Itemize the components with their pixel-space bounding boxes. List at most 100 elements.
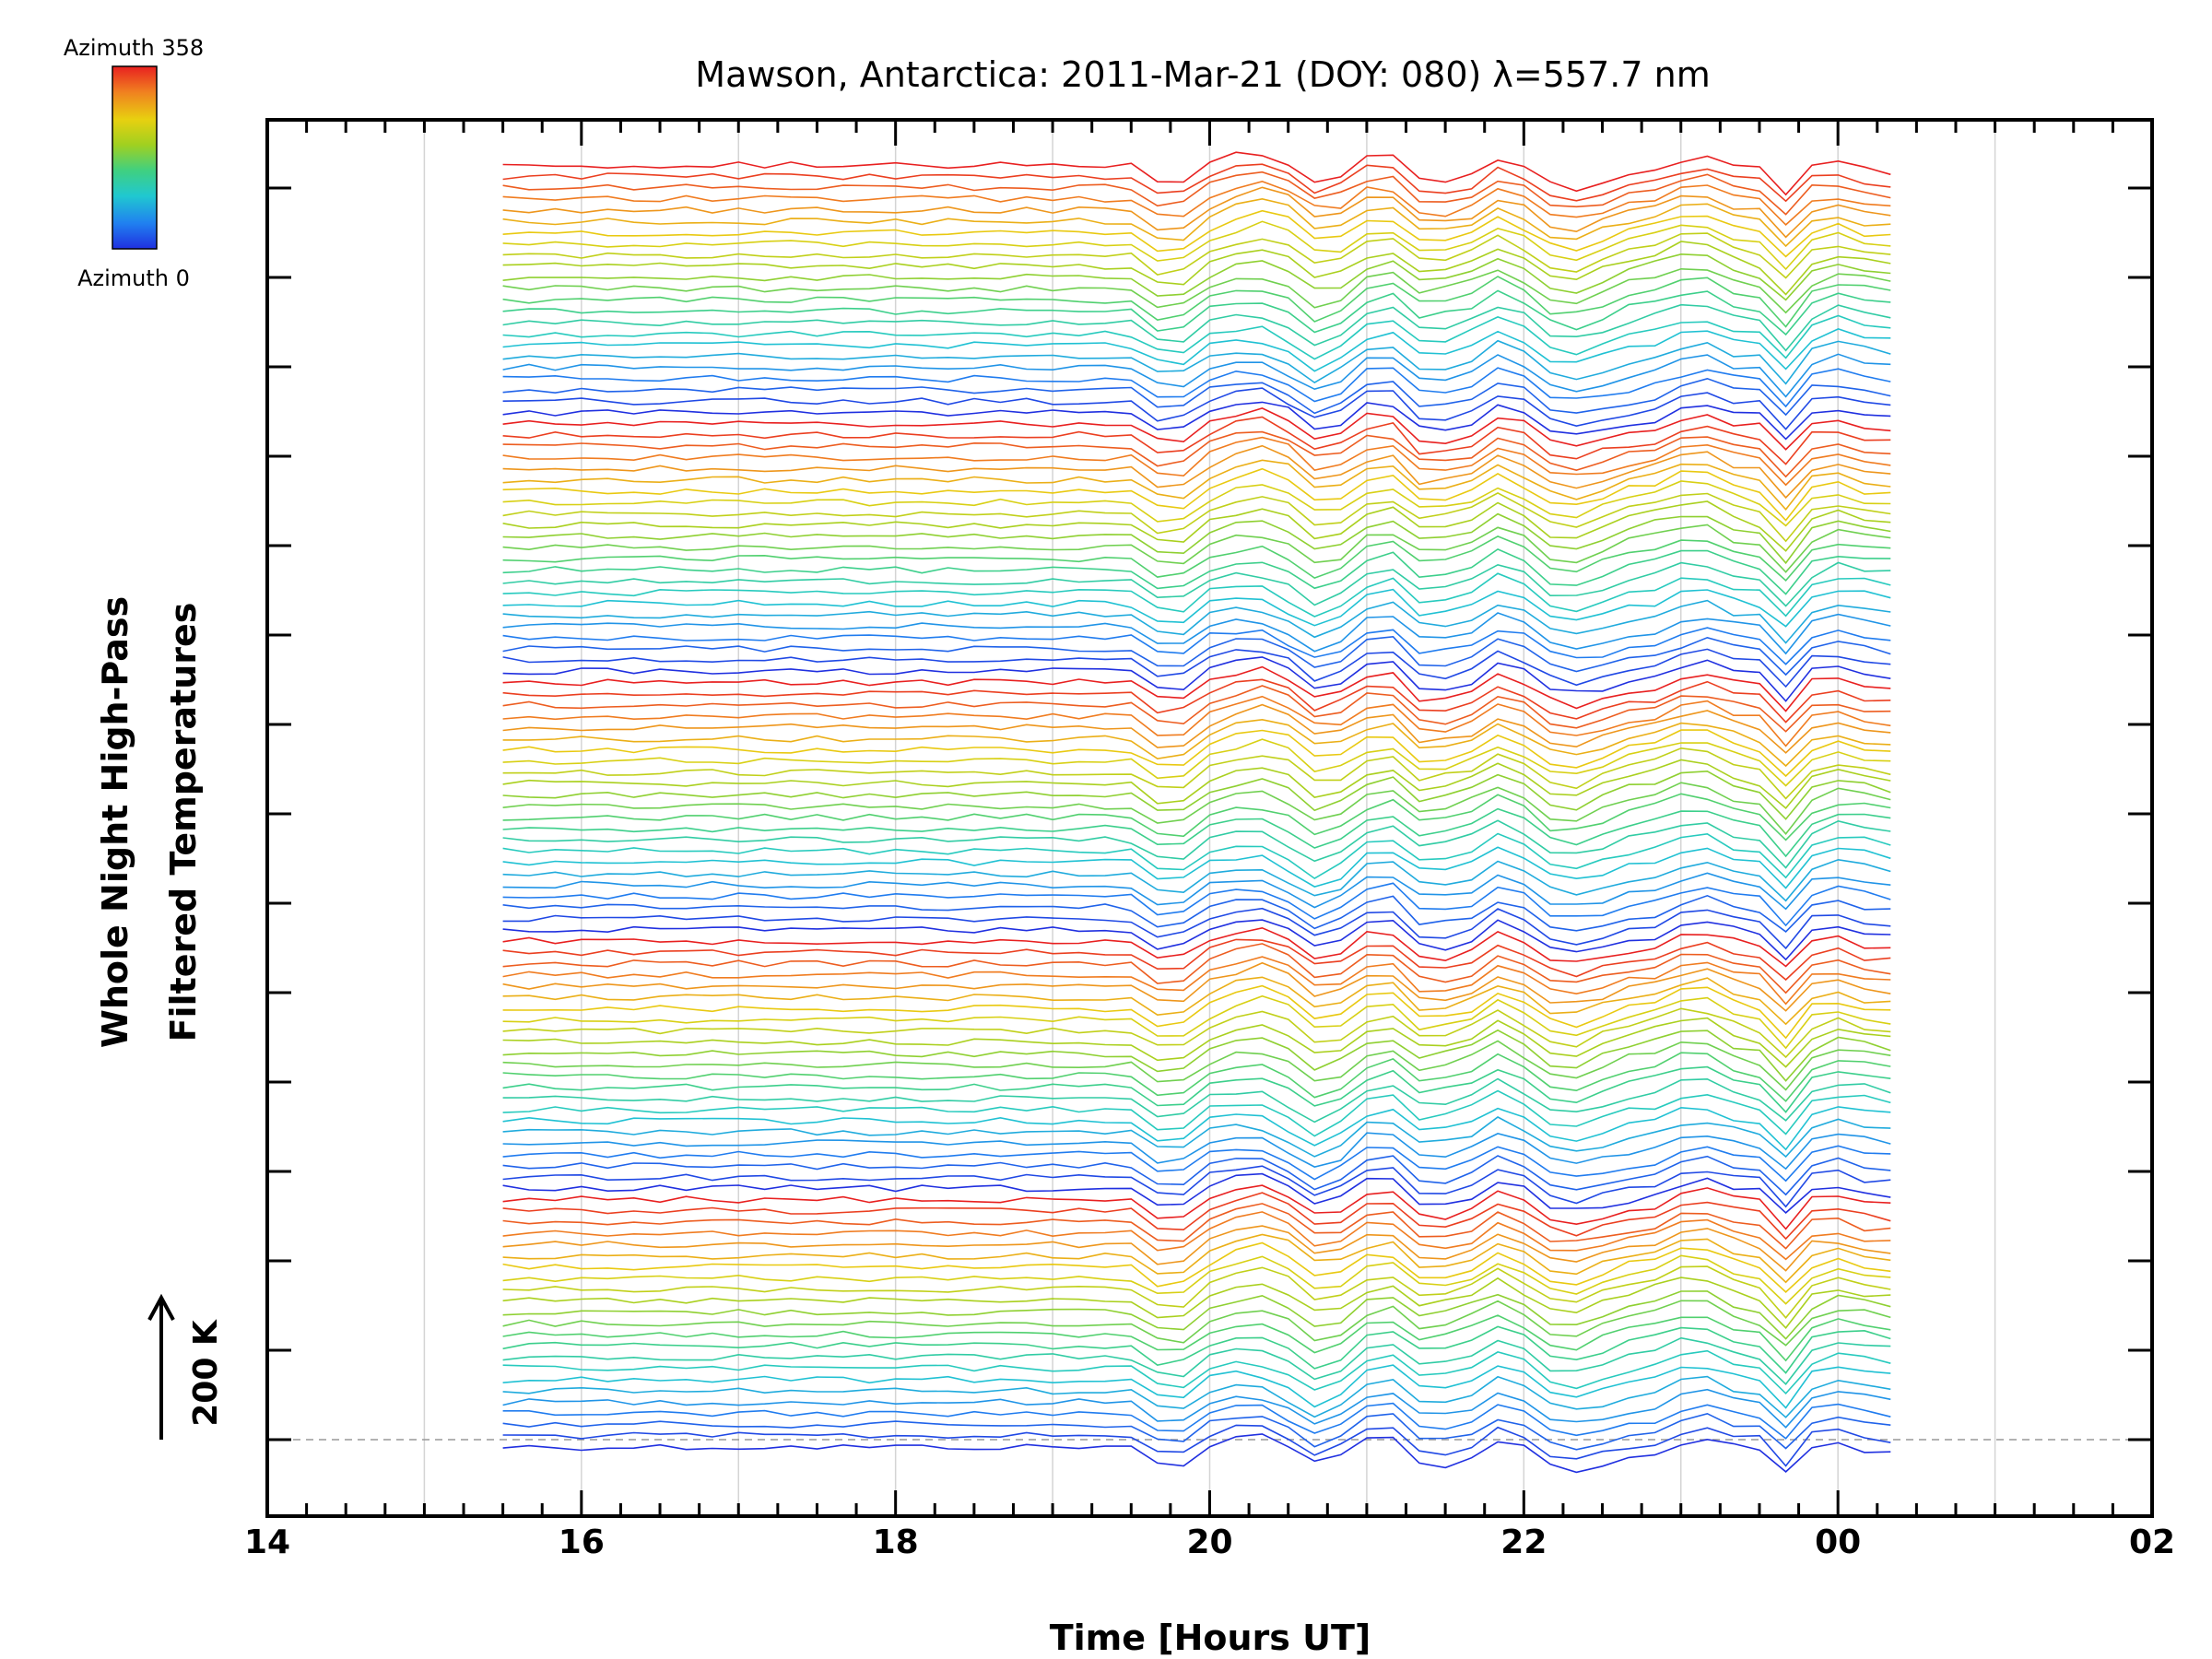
temperature-trace: [502, 882, 1891, 927]
temperature-trace: [502, 782, 1891, 836]
x-tick-label-18: 18: [873, 1524, 919, 1561]
temperature-trace: [502, 695, 1891, 747]
temperature-trace: [502, 197, 1891, 248]
y-axis-label-line2: Filtered Temperatures: [163, 603, 204, 1042]
temperature-trace: [502, 220, 1891, 271]
temperature-trace: [502, 387, 1891, 430]
temperature-trace: [502, 289, 1891, 336]
temperature-trace: [502, 678, 1891, 724]
temperature-trace: [502, 181, 1891, 227]
colorbar-top-label: Azimuth 358: [64, 35, 204, 61]
axis-ticks: [265, 120, 2154, 1516]
temperature-trace: [502, 1233, 1891, 1284]
temperature-trace: [502, 1017, 1891, 1068]
temperature-trace: [502, 718, 1891, 768]
temperature-trace: [502, 832, 1891, 880]
temperature-trace: [502, 747, 1891, 800]
temperature-trace: [502, 151, 1891, 196]
temperature-trace: [502, 1132, 1891, 1171]
temperature-trace: [502, 1040, 1891, 1091]
temperature-trace: [502, 627, 1891, 665]
x-tick-label-02: 02: [2129, 1524, 2175, 1561]
y-axis-label-line1: Whole Night High-Pass: [95, 596, 135, 1048]
temperature-trace: [502, 339, 1891, 385]
temperature-trace: [502, 186, 1891, 239]
temperature-trace: [502, 1300, 1891, 1347]
temperature-trace: [502, 547, 1891, 595]
temperature-trace: [502, 1388, 1891, 1429]
temperature-trace: [502, 524, 1891, 573]
temperature-trace: [502, 759, 1891, 810]
temperature-trace: [502, 1165, 1891, 1208]
temperature-trace: [502, 894, 1891, 933]
colorbar-legend: Azimuth 358 Azimuth 0: [64, 35, 204, 291]
temperature-trace: [502, 846, 1891, 889]
temperature-trace: [502, 1265, 1891, 1320]
temperature-trace: [502, 956, 1891, 1006]
temperature-trace: [502, 163, 1891, 203]
temperature-trace: [502, 943, 1891, 994]
temperature-trace: [502, 1065, 1891, 1113]
temperature-trace: [502, 444, 1891, 500]
temperature-trace: [502, 1225, 1891, 1272]
temperature-trace: [502, 907, 1891, 950]
temperature-trace: [502, 1241, 1891, 1293]
x-tick-labels: 14 16 18 20 22 00 02: [244, 1524, 2175, 1561]
x-tick-label-20: 20: [1186, 1524, 1232, 1561]
temperature-trace: [502, 770, 1891, 820]
temperature-trace: [502, 1007, 1891, 1059]
temperature-trace: [502, 1172, 1891, 1214]
temperature-trace: [502, 209, 1891, 258]
temperature-trace: [502, 430, 1891, 478]
temperature-traces: [502, 151, 1891, 1474]
temperature-trace: [502, 819, 1891, 869]
temperature-trace: [502, 612, 1891, 655]
temperature-trace: [502, 807, 1891, 858]
temperature-trace: [502, 377, 1891, 417]
temperature-trace: [502, 171, 1891, 216]
temperature-trace: [502, 1375, 1891, 1418]
temperature-trace: [502, 1077, 1891, 1124]
temperature-trace: [502, 1106, 1891, 1151]
temperature-trace: [502, 872, 1891, 911]
temperature-trace: [502, 635, 1891, 677]
temperature-trace: [502, 926, 1891, 968]
temperature-trace: [502, 535, 1891, 582]
temperature-trace: [502, 1145, 1891, 1182]
temperature-trace: [502, 1336, 1891, 1385]
temperature-trace: [502, 599, 1891, 644]
temperature-trace: [502, 491, 1891, 543]
temperature-trace: [502, 994, 1891, 1050]
temperature-trace: [502, 1184, 1891, 1230]
temperature-trace: [502, 267, 1891, 314]
temperature-trace: [502, 1364, 1891, 1409]
temperature-trace: [502, 729, 1891, 778]
temperature-trace: [502, 858, 1891, 902]
x-axis-label: Time [Hours UT]: [1050, 1618, 1371, 1658]
colorbar-gradient: [112, 65, 158, 250]
scale-indicator: 200 K: [147, 1293, 225, 1440]
temperature-trace: [502, 572, 1891, 618]
temperature-trace: [502, 480, 1891, 527]
temperature-trace: [502, 1052, 1891, 1102]
temperature-trace: [502, 401, 1891, 441]
chart-title: Mawson, Antarctica: 2011-Mar-21 (DOY: 08…: [695, 54, 1710, 95]
x-tick-label-16: 16: [559, 1524, 605, 1561]
temperature-trace: [502, 919, 1891, 961]
temperature-trace: [502, 1277, 1891, 1330]
x-tick-label-22: 22: [1500, 1524, 1547, 1561]
temperature-trace: [502, 1211, 1891, 1261]
temperature-trace: [502, 1349, 1891, 1395]
temperature-trace: [502, 703, 1891, 754]
temperature-trace: [502, 276, 1891, 328]
temperature-trace: [502, 961, 1891, 1012]
temperature-trace: [502, 241, 1891, 296]
temperature-trace: [502, 500, 1891, 552]
temperature-trace: [502, 1424, 1891, 1467]
temperature-trace: [502, 665, 1891, 712]
temperature-trace: [502, 1325, 1891, 1374]
temperature-trace: [502, 1290, 1891, 1340]
temperature-trace: [502, 314, 1891, 360]
temperature-trace: [502, 467, 1891, 522]
vertical-gridlines: [423, 120, 1996, 1516]
